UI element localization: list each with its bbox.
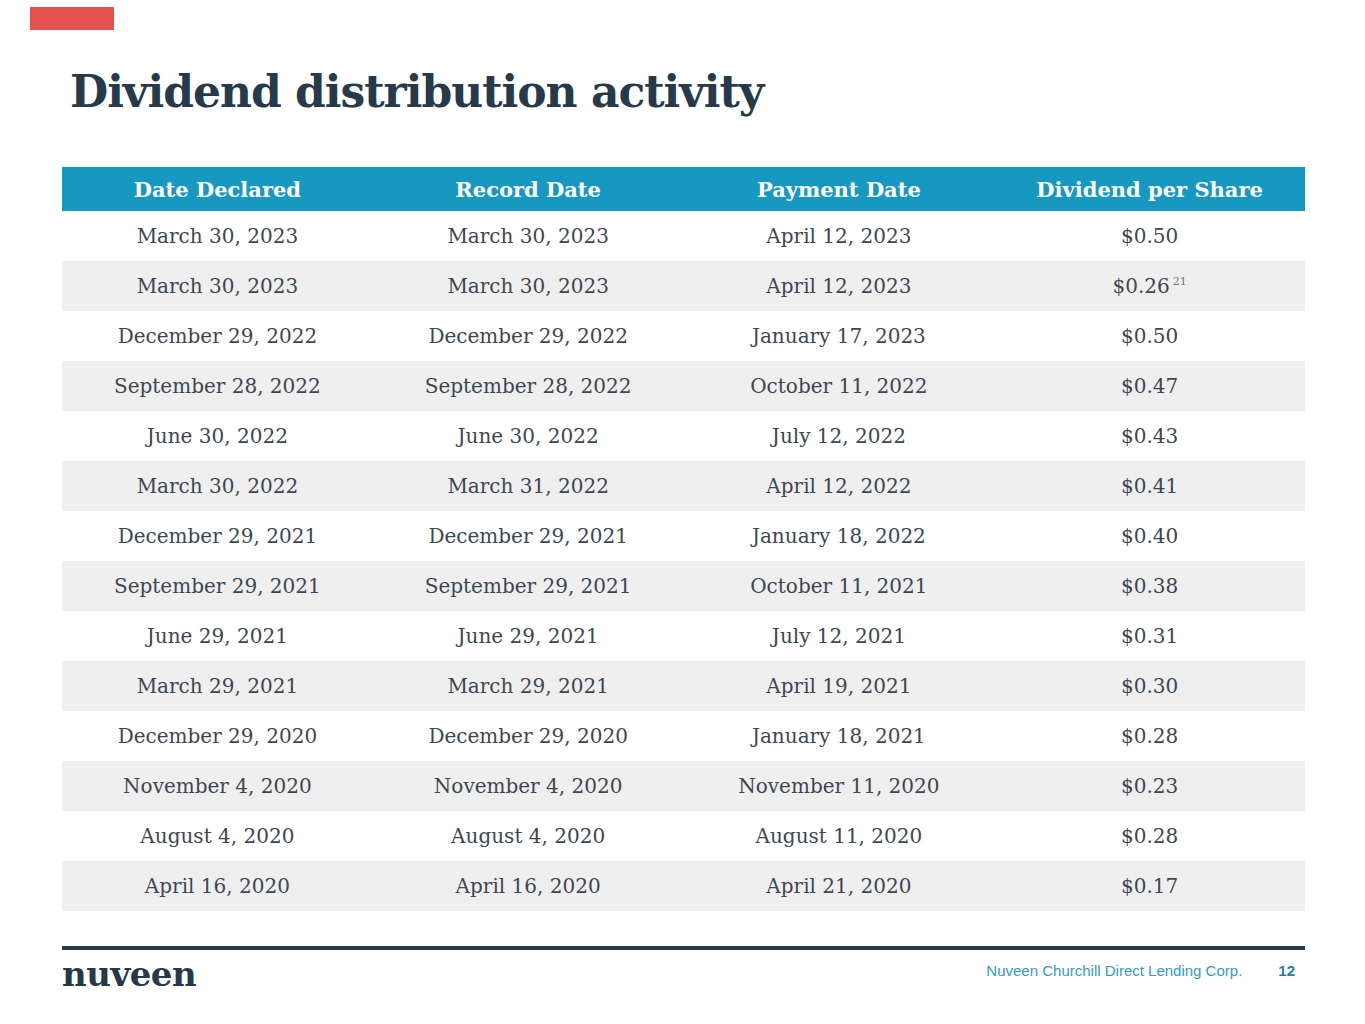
table-cell: April 12, 2023 xyxy=(684,224,995,248)
table-cell: March 30, 2023 xyxy=(373,274,684,298)
footnote-marker: 21 xyxy=(1173,275,1187,288)
table-cell: April 12, 2023 xyxy=(684,274,995,298)
table-row: December 29, 2021December 29, 2021Januar… xyxy=(62,511,1305,561)
table-cell: April 12, 2022 xyxy=(684,474,995,498)
table-cell: September 29, 2021 xyxy=(62,574,373,598)
table-row: June 29, 2021June 29, 2021July 12, 2021$… xyxy=(62,611,1305,661)
table-cell: October 11, 2021 xyxy=(684,574,995,598)
footer-divider xyxy=(62,946,1305,950)
table-cell: August 11, 2020 xyxy=(684,824,995,848)
table-cell: June 29, 2021 xyxy=(62,624,373,648)
table-cell-dividend: $0.17 xyxy=(994,874,1305,898)
table-cell: April 19, 2021 xyxy=(684,674,995,698)
table-cell-dividend: $0.47 xyxy=(994,374,1305,398)
table-cell: August 4, 2020 xyxy=(373,824,684,848)
table-cell: January 17, 2023 xyxy=(684,324,995,348)
table-cell-dividend: $0.28 xyxy=(994,824,1305,848)
page-number: 12 xyxy=(1278,962,1295,979)
table-cell: March 30, 2023 xyxy=(62,274,373,298)
table-cell: April 21, 2020 xyxy=(684,874,995,898)
page-title: Dividend distribution activity xyxy=(70,66,763,117)
table-cell: January 18, 2022 xyxy=(684,524,995,548)
table-cell: March 30, 2022 xyxy=(62,474,373,498)
table-cell: December 29, 2021 xyxy=(373,524,684,548)
table-row: December 29, 2020December 29, 2020Januar… xyxy=(62,711,1305,761)
table-cell: December 29, 2021 xyxy=(62,524,373,548)
table-row: September 28, 2022September 28, 2022Octo… xyxy=(62,361,1305,411)
nuveen-logo: nuveen xyxy=(62,954,196,994)
column-header: Payment Date xyxy=(684,177,995,202)
table-cell-dividend: $0.2621 xyxy=(994,274,1305,298)
table-cell: November 4, 2020 xyxy=(373,774,684,798)
table-cell: November 4, 2020 xyxy=(62,774,373,798)
table-cell: April 16, 2020 xyxy=(62,874,373,898)
table-cell: August 4, 2020 xyxy=(62,824,373,848)
slide-corner-accent xyxy=(30,7,114,30)
footer-right: Nuveen Churchill Direct Lending Corp. 12 xyxy=(986,962,1295,979)
dividend-table: Date DeclaredRecord DatePayment DateDivi… xyxy=(62,167,1305,911)
table-row: December 29, 2022December 29, 2022Januar… xyxy=(62,311,1305,361)
table-cell-dividend: $0.23 xyxy=(994,774,1305,798)
table-cell: July 12, 2021 xyxy=(684,624,995,648)
table-cell: December 29, 2020 xyxy=(62,724,373,748)
table-row: August 4, 2020August 4, 2020August 11, 2… xyxy=(62,811,1305,861)
column-header: Dividend per Share xyxy=(994,177,1305,202)
column-header: Record Date xyxy=(373,177,684,202)
table-row: September 29, 2021September 29, 2021Octo… xyxy=(62,561,1305,611)
table-header-row: Date DeclaredRecord DatePayment DateDivi… xyxy=(62,167,1305,211)
footer-company-name: Nuveen Churchill Direct Lending Corp. xyxy=(986,962,1242,979)
table-cell: March 31, 2022 xyxy=(373,474,684,498)
table-cell: March 29, 2021 xyxy=(373,674,684,698)
table-cell: October 11, 2022 xyxy=(684,374,995,398)
table-cell-dividend: $0.41 xyxy=(994,474,1305,498)
table-row: March 30, 2023March 30, 2023April 12, 20… xyxy=(62,261,1305,311)
table-cell: June 30, 2022 xyxy=(373,424,684,448)
table-cell: December 29, 2022 xyxy=(373,324,684,348)
table-cell-dividend: $0.50 xyxy=(994,224,1305,248)
table-cell: September 28, 2022 xyxy=(62,374,373,398)
table-cell: March 30, 2023 xyxy=(62,224,373,248)
table-cell-dividend: $0.31 xyxy=(994,624,1305,648)
column-header: Date Declared xyxy=(62,177,373,202)
table-cell: March 29, 2021 xyxy=(62,674,373,698)
table-cell: January 18, 2021 xyxy=(684,724,995,748)
table-cell: July 12, 2022 xyxy=(684,424,995,448)
table-body: March 30, 2023March 30, 2023April 12, 20… xyxy=(62,211,1305,911)
table-cell: November 11, 2020 xyxy=(684,774,995,798)
table-cell-dividend: $0.28 xyxy=(994,724,1305,748)
table-cell: September 29, 2021 xyxy=(373,574,684,598)
table-cell: December 29, 2020 xyxy=(373,724,684,748)
table-row: April 16, 2020April 16, 2020April 21, 20… xyxy=(62,861,1305,911)
table-cell-dividend: $0.50 xyxy=(994,324,1305,348)
table-cell: April 16, 2020 xyxy=(373,874,684,898)
table-cell: December 29, 2022 xyxy=(62,324,373,348)
table-cell-dividend: $0.43 xyxy=(994,424,1305,448)
table-cell: March 30, 2023 xyxy=(373,224,684,248)
table-row: March 30, 2022March 31, 2022April 12, 20… xyxy=(62,461,1305,511)
table-row: November 4, 2020November 4, 2020November… xyxy=(62,761,1305,811)
table-cell: September 28, 2022 xyxy=(373,374,684,398)
table-row: March 30, 2023March 30, 2023April 12, 20… xyxy=(62,211,1305,261)
table-cell: June 29, 2021 xyxy=(373,624,684,648)
table-cell: June 30, 2022 xyxy=(62,424,373,448)
table-cell-dividend: $0.38 xyxy=(994,574,1305,598)
table-cell-dividend: $0.30 xyxy=(994,674,1305,698)
table-cell-dividend: $0.40 xyxy=(994,524,1305,548)
table-row: June 30, 2022June 30, 2022July 12, 2022$… xyxy=(62,411,1305,461)
table-row: March 29, 2021March 29, 2021April 19, 20… xyxy=(62,661,1305,711)
